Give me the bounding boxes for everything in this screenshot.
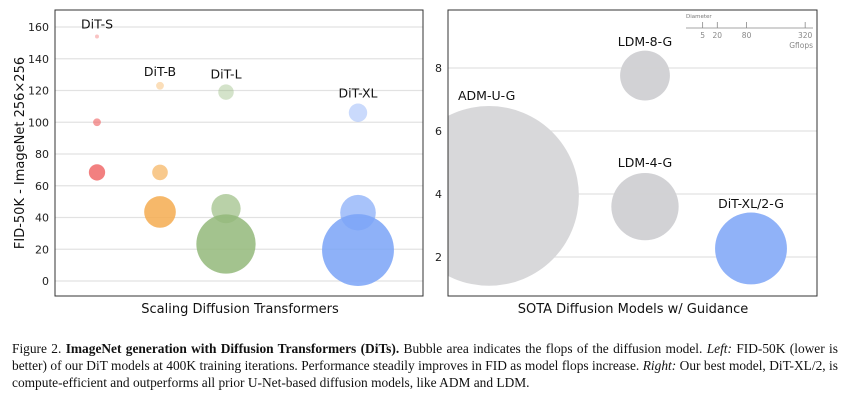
bubble-dit-s <box>88 164 106 181</box>
caption-label: Figure 2. <box>12 341 62 356</box>
bubble-dit-s <box>93 118 101 127</box>
series-label: DiT-B <box>144 64 176 79</box>
bubble-label: DiT-XL/2-G <box>718 196 784 211</box>
y-tick-label: 120 <box>28 85 49 98</box>
legend-unit: Gflops <box>789 41 813 50</box>
y-tick-label: 8 <box>435 62 442 75</box>
y-tick-label: 40 <box>35 212 49 225</box>
bubble-dit-s <box>95 34 99 39</box>
left-x-axis-label: Scaling Diffusion Transformers <box>141 302 339 317</box>
left-plot-frame <box>54 9 424 297</box>
caption-text: Our best model, DiT-XL/2, is compute-eff… <box>12 358 838 390</box>
bubble-label: ADM-U-G <box>458 88 515 103</box>
bubble-adm-u-g <box>448 106 579 286</box>
bubble-dit-b <box>144 196 176 228</box>
legend-tick-label: 5 <box>700 31 705 40</box>
right-x-axis-label: SOTA Diffusion Models w/ Guidance <box>518 302 749 317</box>
y-tick-label: 6 <box>435 125 442 138</box>
caption-right-tag: Right: <box>642 358 677 373</box>
series-label: DiT-L <box>210 66 241 81</box>
right-plot-frame <box>447 9 818 297</box>
y-tick-label: 100 <box>28 116 49 129</box>
figure: 0 20 40 60 80 100 120 140 160 DiT-S DiT-B DiT-L DiT… <box>13 9 818 317</box>
caption-text: FID-50K (lower is better) of our DiT mod… <box>12 341 838 373</box>
y-tick-label: 4 <box>435 188 442 201</box>
bubble-dit-l <box>218 84 234 100</box>
bubble-dit-l <box>196 214 256 274</box>
caption-text: Bubble area indicates the flops of the d… <box>403 341 703 356</box>
left-y-axis-label: FID-50K - ImageNet 256×256 <box>13 57 28 249</box>
y-tick-label: 0 <box>42 275 49 288</box>
bubble-dit-xl/2-g <box>715 212 787 285</box>
bubble-dit-xl <box>322 214 394 286</box>
bubble-label: LDM-4-G <box>618 155 673 170</box>
right-chart: 2 4 6 8 ADM-U-G LDM-8-G LDM-4-G DiT-XL/2-G SOT… <box>435 9 818 317</box>
legend-tick-label: 320 <box>798 31 813 40</box>
bubble-dit-b <box>156 81 164 90</box>
y-tick-label: 140 <box>28 53 49 66</box>
bubble-ldm-8-g <box>620 50 670 101</box>
y-tick-label: 20 <box>35 243 49 256</box>
y-tick-label: 160 <box>28 21 49 34</box>
y-tick-label: 80 <box>35 148 49 161</box>
figure-caption: Figure 2. ImageNet generation with Diffu… <box>12 340 838 391</box>
size-legend: Diameter 5 20 80 320 Gflops <box>686 14 813 50</box>
bubble-dit-b <box>152 164 168 181</box>
caption-title: ImageNet generation with Diffusion Trans… <box>65 341 400 356</box>
legend-tick-label: 80 <box>742 31 752 40</box>
caption-left-tag: Left: <box>706 341 732 356</box>
left-chart: 0 20 40 60 80 100 120 140 160 DiT-S DiT-B DiT-L DiT… <box>13 9 424 317</box>
y-tick-label: 60 <box>35 180 49 193</box>
series-label: DiT-S <box>81 17 113 32</box>
bubble-dit-xl <box>348 103 368 122</box>
bubble-ldm-4-g <box>611 172 679 241</box>
bubble-label: LDM-8-G <box>618 34 673 49</box>
legend-tick-label: 20 <box>713 31 723 40</box>
y-tick-label: 2 <box>435 251 442 264</box>
legend-title: Diameter <box>686 14 712 20</box>
series-label: DiT-XL <box>338 86 377 101</box>
